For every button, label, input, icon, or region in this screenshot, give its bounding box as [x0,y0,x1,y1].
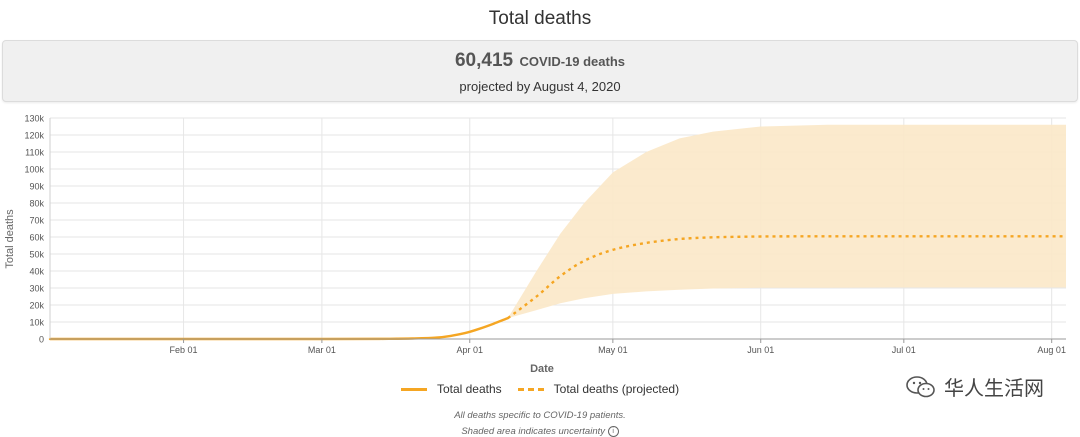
x-tick-label: Mar 01 [308,345,336,355]
x-tick-label: Feb 01 [170,345,198,355]
y-tick-label: 0 [39,335,44,345]
chart-title: Total deaths [488,8,592,29]
x-tick-label: Jun 01 [747,345,774,355]
watermark: 华人生活网 [906,372,1044,401]
summary-box: 60,415 COVID-19 deaths projected by Augu… [2,40,1078,102]
note-covid-deaths: All deaths specific to COVID-19 patients… [454,410,626,421]
y-tick-label: 20k [29,301,44,311]
legend-item-total-deaths[interactable]: Total deaths [400,382,502,396]
total-deaths-chart: 0 10k 20k 30k 40k 50k 60k 70k 80k 90k 100k 110k 120k… [4,114,1066,375]
chart-axes [49,118,1066,343]
y-tick-label: 120k [24,131,44,141]
tick-labels: 0 10k 20k 30k 40k 50k 60k 70k 80k 90k 100k 110k 120k… [24,114,1065,356]
y-tick-label: 130k [24,114,44,124]
x-tick-label: Aug 01 [1037,345,1066,355]
y-tick-label: 10k [29,318,44,328]
projected-by-date: projected by August 4, 2020 [459,79,621,94]
y-tick-label: 110k [25,148,44,158]
x-tick-label: Apr 01 [456,345,483,355]
y-tick-label: 30k [29,284,44,294]
y-tick-label: 60k [29,233,44,243]
watermark-text: 华人生活网 [944,378,1044,400]
x-axis-label: Date [530,363,554,375]
chart-legend: Total deaths Total deaths (projected) [0,382,1080,396]
x-tick-label: May 01 [598,345,628,355]
projected-deaths-value: 60,415 [454,50,514,71]
legend-swatch-solid [400,387,427,391]
y-tick-label: 40k [29,267,44,277]
y-tick-label: 80k [29,199,44,209]
info-icon[interactable]: i [607,426,619,437]
y-tick-label: 70k [29,216,44,226]
series-line-total-deaths [48,316,510,341]
y-tick-label: 100k [24,165,44,175]
legend-label: Total deaths [436,382,502,396]
x-tick-label: Jul 01 [892,345,916,355]
y-tick-label: 90k [29,182,44,192]
y-tick-label: 50k [29,250,44,260]
uncertainty-band [507,124,1066,319]
wechat-icon [906,375,935,397]
y-axis-label: Total deaths [4,209,16,269]
projected-deaths-unit: COVID-19 deaths [519,54,626,69]
note-uncertainty: Shaded area indicates uncertainty i [0,426,1080,437]
legend-swatch-dashed [517,387,544,391]
note-uncertainty-text: Shaded area indicates uncertainty [461,426,605,437]
legend-item-projected[interactable]: Total deaths (projected) [517,382,680,396]
legend-label: Total deaths (projected) [553,382,680,396]
